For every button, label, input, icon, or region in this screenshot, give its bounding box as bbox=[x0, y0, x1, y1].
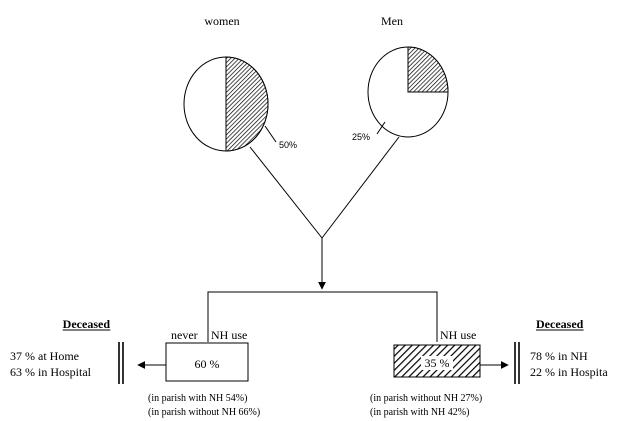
women-label: women bbox=[204, 14, 239, 28]
men-label: Men bbox=[381, 14, 403, 28]
left-note-1: (in parish with NH 54%) bbox=[148, 393, 247, 404]
right-note-1: (in parish without NH 27%) bbox=[370, 393, 482, 404]
women-pie-chart bbox=[183, 56, 269, 152]
right-note-2: (in parish with NH 42%) bbox=[370, 407, 469, 418]
left-never-label: never bbox=[171, 328, 198, 342]
right-box-value: 35 % bbox=[425, 356, 450, 370]
left-outcome-line-2: 63 % in Hospital bbox=[10, 365, 92, 379]
right-nh-use-label: NH use bbox=[440, 328, 476, 342]
left-outcome-line-1: 37 % at Home bbox=[10, 349, 79, 363]
women-leader-line bbox=[264, 125, 277, 143]
left-box-value: 60 % bbox=[195, 357, 220, 371]
split-bracket bbox=[207, 291, 438, 342]
left-nh-use-label: NH use bbox=[211, 328, 247, 342]
men-pie-slice bbox=[407, 46, 449, 93]
men-leader-line bbox=[376, 121, 386, 135]
left-box bbox=[165, 342, 249, 382]
men-branch-line bbox=[321, 136, 400, 239]
women-pie-slice bbox=[225, 56, 269, 152]
right-outcome-line-2: 22 % in Hospita bbox=[530, 365, 608, 379]
right-deceased-heading: Deceased bbox=[536, 317, 584, 331]
left-note-2: (in parish without NH 66%) bbox=[148, 407, 260, 418]
women-branch-line bbox=[249, 146, 323, 239]
women-percent-label: 50% bbox=[279, 140, 297, 150]
right-outcome-line-1: 78 % in NH bbox=[530, 349, 588, 363]
men-pie-chart bbox=[367, 46, 449, 138]
right-box-value-background bbox=[421, 356, 453, 370]
men-percent-label: 25% bbox=[352, 132, 370, 142]
left-deceased-heading: Deceased bbox=[63, 317, 111, 331]
